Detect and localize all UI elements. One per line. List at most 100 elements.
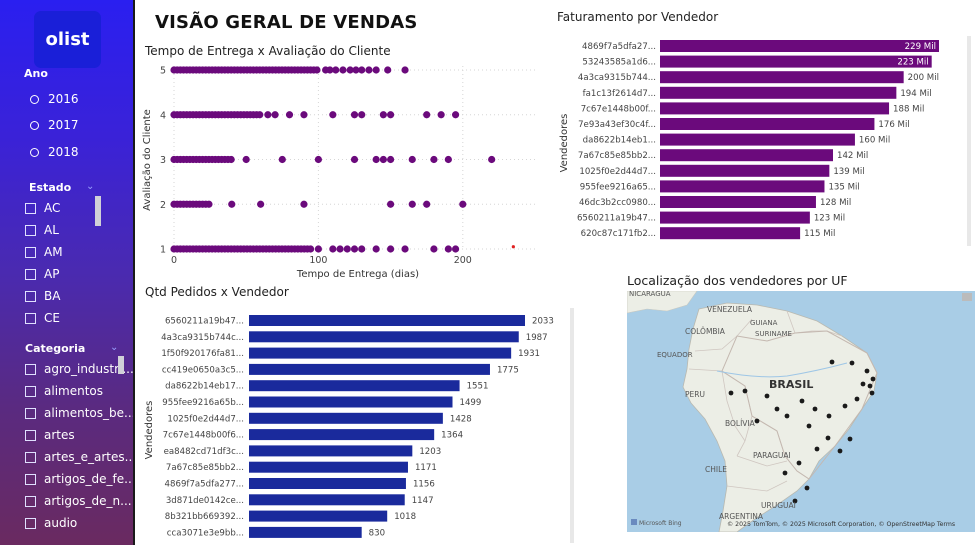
seller-location-marker[interactable] bbox=[806, 423, 812, 429]
checkbox-icon[interactable] bbox=[25, 246, 36, 258]
checkbox-icon[interactable] bbox=[25, 473, 36, 485]
seller-location-marker[interactable] bbox=[796, 460, 802, 466]
faturamento-bar[interactable] bbox=[660, 227, 801, 240]
faturamento-bar[interactable] bbox=[660, 133, 855, 146]
categoria-option[interactable]: artes bbox=[25, 428, 75, 442]
seller-location-marker[interactable] bbox=[867, 383, 873, 389]
checkbox-icon[interactable] bbox=[25, 451, 36, 463]
seller-location-marker[interactable] bbox=[849, 360, 855, 366]
faturamento-bar[interactable] bbox=[660, 211, 810, 224]
categoria-option[interactable]: artigos_de_fe... bbox=[25, 472, 136, 486]
seller-location-marker[interactable] bbox=[860, 381, 866, 387]
pedidos-bar[interactable] bbox=[249, 315, 525, 326]
checkbox-icon[interactable] bbox=[25, 224, 36, 236]
seller-location-marker[interactable] bbox=[812, 406, 818, 412]
pedidos-bar[interactable] bbox=[249, 478, 406, 489]
faturamento-bar[interactable] bbox=[660, 86, 897, 99]
categoria-option[interactable]: agro_industri... bbox=[25, 362, 134, 376]
estado-option-am[interactable]: AM bbox=[25, 245, 63, 259]
faturamento-scrollbar[interactable] bbox=[967, 36, 971, 246]
categoria-option[interactable]: artes_e_artes... bbox=[25, 450, 136, 464]
seller-location-marker[interactable] bbox=[764, 393, 770, 399]
pedidos-bar[interactable] bbox=[249, 412, 443, 424]
pedidos-bar[interactable] bbox=[249, 363, 490, 375]
faturamento-bar[interactable] bbox=[660, 102, 890, 115]
seller-location-marker[interactable] bbox=[825, 435, 831, 441]
checkbox-icon[interactable] bbox=[25, 268, 36, 280]
faturamento-bar[interactable] bbox=[660, 164, 830, 177]
checkbox-icon[interactable] bbox=[25, 495, 36, 507]
scatter-chart[interactable]: 1 2 3 4 5 0 100 200 Avaliação do Cliente Tempo … bbox=[140, 58, 550, 283]
faturamento-bar[interactable] bbox=[660, 71, 904, 84]
categoria-option[interactable]: artigos_de_n... bbox=[25, 494, 132, 508]
pedidos-chart[interactable]: Vendedores 6560211a19b47... 2033 4a3ca9315… bbox=[140, 305, 580, 545]
pedidos-bar[interactable] bbox=[249, 347, 512, 359]
pedidos-scrollbar[interactable] bbox=[570, 308, 574, 543]
seller-location-marker[interactable] bbox=[869, 390, 875, 396]
estado-option-ap[interactable]: AP bbox=[25, 267, 59, 281]
estado-option-al[interactable]: AL bbox=[25, 223, 59, 237]
seller-location-marker[interactable] bbox=[799, 398, 805, 404]
pedidos-bar[interactable] bbox=[249, 510, 388, 522]
checkbox-icon[interactable] bbox=[25, 363, 36, 375]
ano-option-2017[interactable]: 2017 bbox=[30, 118, 79, 132]
map-visual[interactable]: NICARAGUA VENEZUELA GUIANA SURINAME COLÔ… bbox=[627, 291, 975, 532]
categoria-option[interactable]: audio bbox=[25, 516, 77, 530]
chevron-down-icon[interactable]: ⌄ bbox=[110, 342, 119, 353]
faturamento-chart[interactable]: Vendedores 4869f7a5dfa27... 229 Mil 532435… bbox=[555, 30, 975, 250]
faturamento-bar[interactable] bbox=[660, 40, 939, 52]
pedidos-bar[interactable] bbox=[249, 396, 453, 408]
seller-location-marker[interactable] bbox=[784, 413, 790, 419]
checkbox-icon[interactable] bbox=[25, 312, 36, 324]
estado-scrollbar[interactable] bbox=[95, 196, 101, 226]
pedidos-bar[interactable] bbox=[249, 429, 435, 441]
checkbox-icon[interactable] bbox=[25, 385, 36, 397]
checkbox-icon[interactable] bbox=[25, 407, 36, 419]
seller-location-marker[interactable] bbox=[792, 498, 798, 504]
seller-location-marker[interactable] bbox=[826, 413, 832, 419]
ano-option-2018[interactable]: 2018 bbox=[30, 145, 79, 159]
seller-location-marker[interactable] bbox=[754, 418, 760, 424]
seller-location-marker[interactable] bbox=[842, 403, 848, 409]
seller-location-marker[interactable] bbox=[837, 448, 843, 454]
south-america-map[interactable]: NICARAGUA VENEZUELA GUIANA SURINAME COLÔ… bbox=[627, 291, 975, 532]
ano-option-2016[interactable]: 2016 bbox=[30, 92, 79, 106]
checkbox-icon[interactable] bbox=[25, 202, 36, 214]
checkbox-icon[interactable] bbox=[25, 517, 36, 529]
faturamento-bar[interactable] bbox=[660, 55, 932, 68]
categoria-option[interactable]: alimentos bbox=[25, 384, 103, 398]
seller-location-marker[interactable] bbox=[814, 446, 820, 452]
seller-location-marker[interactable] bbox=[854, 396, 860, 402]
seller-location-marker[interactable] bbox=[870, 376, 876, 382]
seller-location-marker[interactable] bbox=[804, 485, 810, 491]
radio-icon[interactable] bbox=[30, 120, 39, 130]
seller-location-marker[interactable] bbox=[847, 436, 853, 442]
checkbox-icon[interactable] bbox=[25, 429, 36, 441]
faturamento-bar[interactable] bbox=[660, 196, 816, 208]
pedidos-bar[interactable] bbox=[249, 526, 362, 538]
estado-option-ac[interactable]: AC bbox=[25, 201, 60, 215]
estado-option-ba[interactable]: BA bbox=[25, 289, 60, 303]
pedidos-bar[interactable] bbox=[249, 461, 408, 473]
map-menu-icon[interactable] bbox=[962, 293, 972, 301]
seller-location-marker[interactable] bbox=[774, 406, 780, 412]
radio-icon[interactable] bbox=[30, 147, 39, 157]
pedidos-bar[interactable] bbox=[249, 494, 405, 506]
categoria-option[interactable]: alimentos_be... bbox=[25, 406, 135, 420]
radio-icon[interactable] bbox=[30, 94, 39, 104]
chevron-down-icon[interactable]: ⌄ bbox=[86, 181, 95, 192]
seller-location-marker[interactable] bbox=[864, 368, 870, 374]
seller-location-marker[interactable] bbox=[782, 470, 788, 476]
pedidos-bar[interactable] bbox=[249, 331, 519, 343]
estado-option-ce[interactable]: CE bbox=[25, 311, 60, 325]
pedidos-bar[interactable] bbox=[249, 445, 413, 457]
checkbox-icon[interactable] bbox=[25, 290, 36, 302]
seller-location-marker[interactable] bbox=[829, 359, 835, 365]
faturamento-bar[interactable] bbox=[660, 149, 834, 162]
map-attribution[interactable]: © 2025 TomTom, © 2025 Microsoft Corporat… bbox=[727, 520, 955, 528]
categoria-scrollbar[interactable] bbox=[118, 356, 124, 374]
faturamento-bar[interactable] bbox=[660, 118, 875, 130]
seller-location-marker[interactable] bbox=[728, 390, 734, 396]
faturamento-bar[interactable] bbox=[660, 180, 825, 193]
pedidos-bar[interactable] bbox=[249, 380, 460, 392]
